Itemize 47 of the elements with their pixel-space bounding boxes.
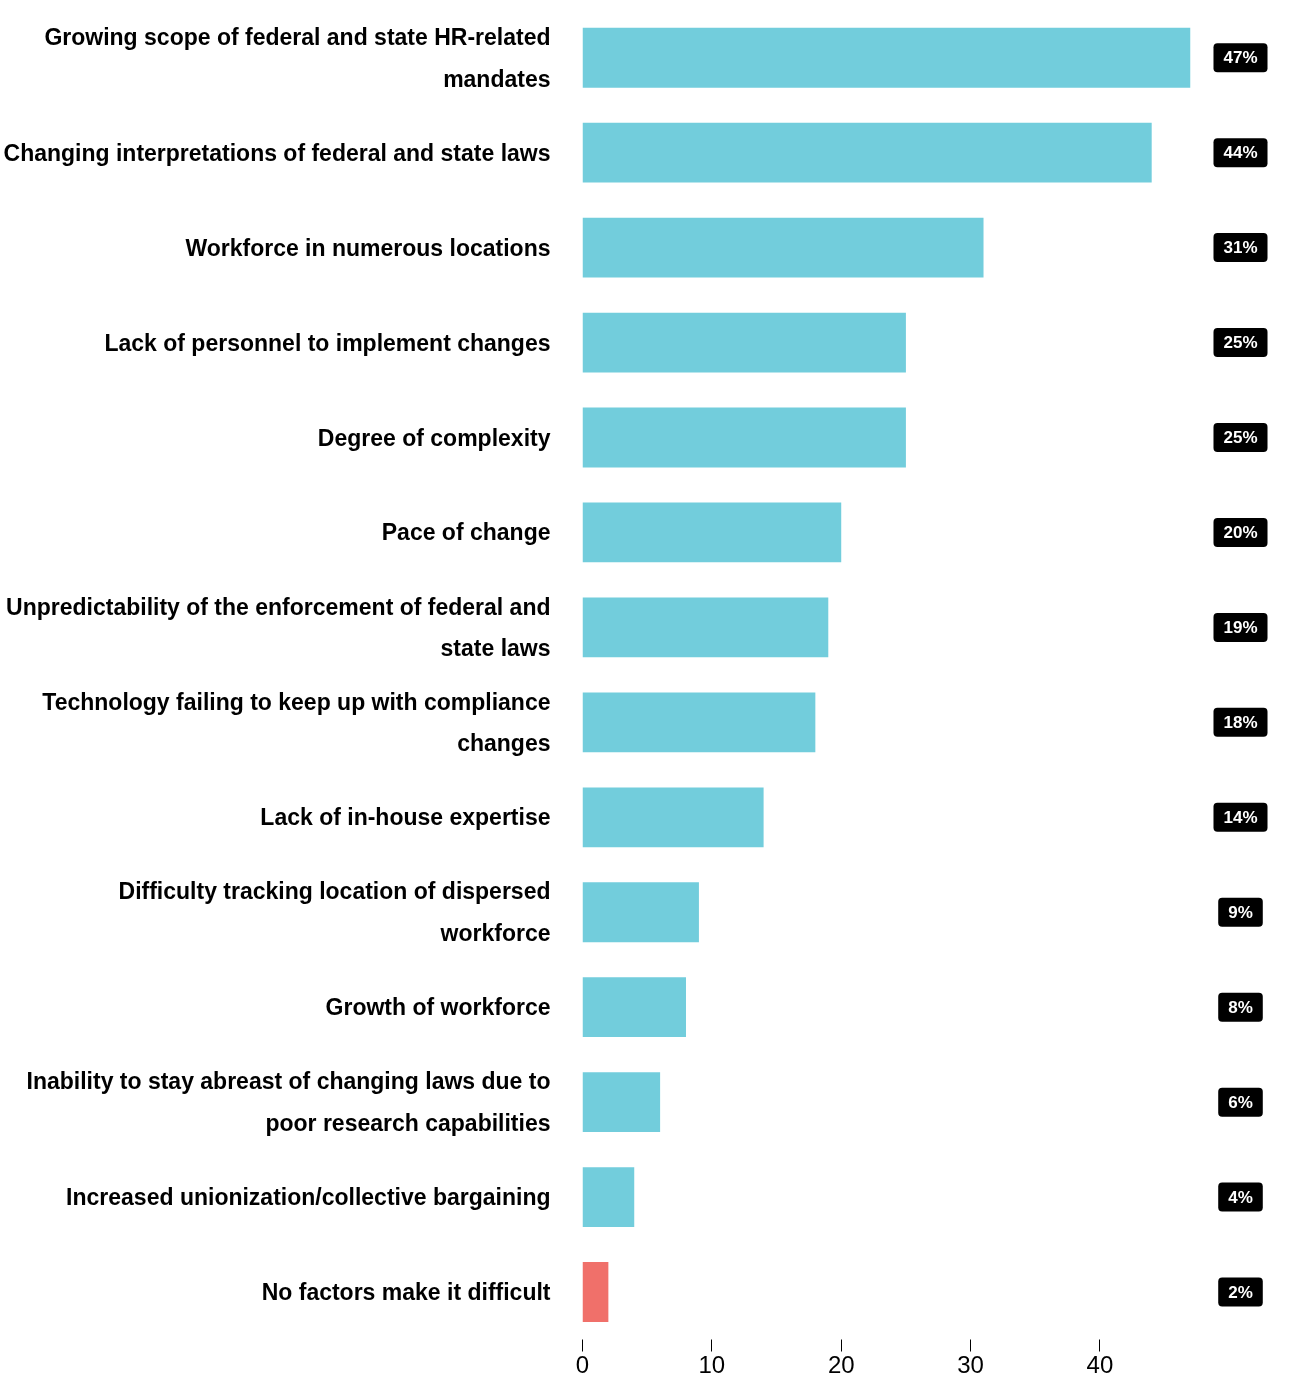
x-tick-label: 40 (1086, 1350, 1114, 1378)
data-label: 20% (1223, 522, 1258, 542)
y-tick-label: Lack of in-house expertise (260, 804, 551, 831)
data-label: 8% (1228, 997, 1253, 1017)
bar (582, 597, 829, 658)
bar (582, 407, 906, 468)
data-label: 9% (1228, 902, 1253, 922)
data-label: 6% (1228, 1092, 1253, 1112)
data-label: 31% (1223, 238, 1258, 258)
y-tick-label: Pace of change (381, 519, 551, 546)
y-tick-label: Changing interpretations of federal and state laws (3, 139, 551, 166)
data-label: 25% (1223, 333, 1258, 353)
bar (582, 27, 1191, 88)
bar (582, 882, 699, 943)
bar (582, 787, 764, 848)
y-tick-label: Growing scope of federal and state HR-related mandates (44, 23, 551, 92)
bar (582, 1072, 661, 1133)
data-label: 18% (1223, 712, 1258, 732)
data-label: 14% (1223, 807, 1258, 827)
x-tick-label: 30 (957, 1350, 984, 1378)
y-tick-label: Degree of complexity (317, 424, 551, 451)
data-label: 47% (1223, 48, 1258, 68)
bar (582, 692, 816, 753)
bar (582, 977, 686, 1038)
bar (582, 122, 1152, 183)
y-tick-label: Technology failing to keep up with compliance changes (42, 688, 551, 757)
bar (582, 217, 984, 278)
y-tick-label: Inability to stay abreast of changing laws due to poor research capabilities (26, 1068, 551, 1136)
data-label: 44% (1223, 143, 1258, 163)
data-label: 19% (1223, 617, 1258, 637)
bar (582, 1262, 609, 1322)
x-tick-label: 20 (827, 1350, 855, 1378)
data-label: 25% (1223, 428, 1258, 448)
y-tick-label: Workforce in numerous locations (185, 234, 551, 261)
y-tick-label: No factors make it difficult (261, 1279, 551, 1306)
y-tick-label: Lack of personnel to implement changes (104, 329, 551, 356)
bar (582, 312, 906, 373)
x-tick-label: 0 (575, 1350, 590, 1378)
x-tick-label: 10 (698, 1350, 726, 1378)
y-tick-label: Growth of workforce (325, 994, 551, 1021)
data-label: 4% (1228, 1187, 1253, 1207)
data-label: 2% (1228, 1282, 1253, 1302)
y-tick-label: Difficulty tracking location of dispersed workforce (118, 878, 551, 947)
bar (582, 502, 842, 563)
y-tick-label: Unpredictability of the enforcement of federal and state laws (6, 593, 551, 662)
bar (582, 1167, 635, 1227)
y-tick-label: Increased unionization/collective bargaining (66, 1184, 551, 1211)
